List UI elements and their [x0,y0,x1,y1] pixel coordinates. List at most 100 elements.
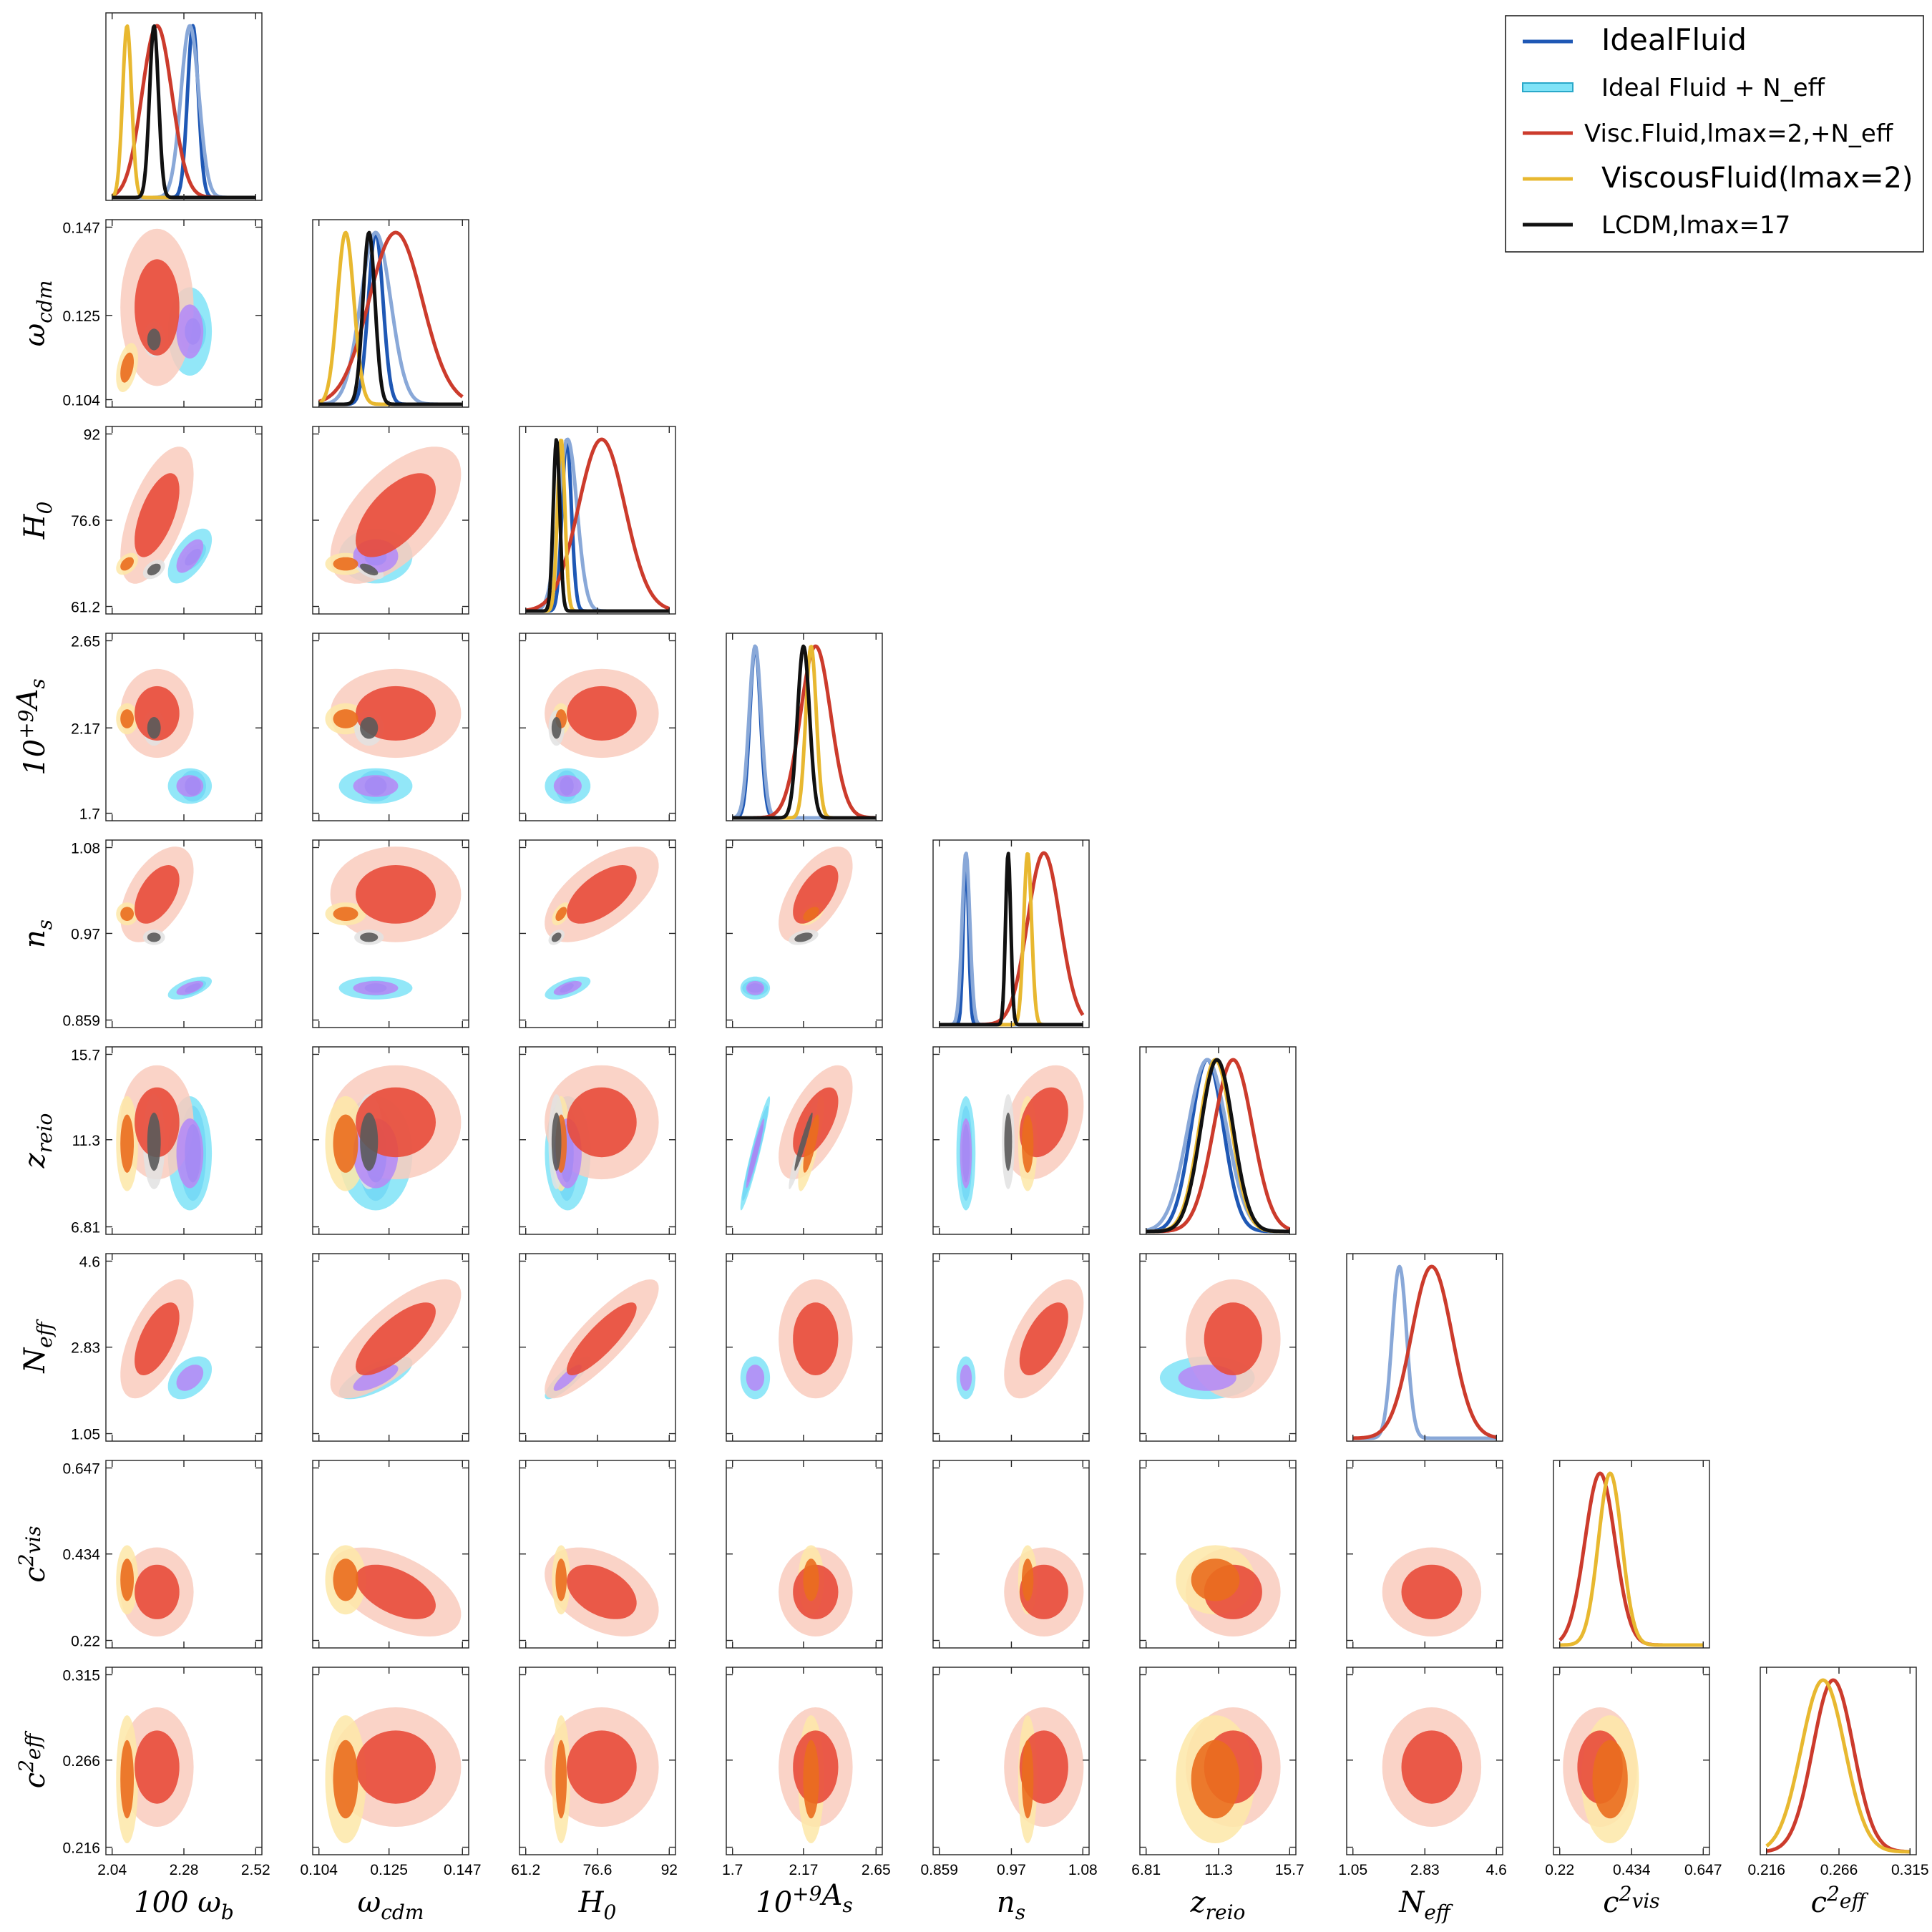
panel-c2_vis-vs-omega_cdm [325,1545,462,1636]
contour-inner-ViscFluid+Neff-As-N_eff [793,1302,839,1375]
y-tick-label-H0: 61.2 [71,600,100,616]
y-tick-label-c2_vis: 0.647 [62,1460,100,1477]
panel-N_eff-vs-omega_cdm [330,1279,462,1400]
contour-inner-ViscousFluid-As-c2_eff [803,1740,819,1819]
contour-inner-IdealFluid+Neff-omega_cdm-ns [353,981,399,995]
x-tick-label-c2_vis: 0.647 [1684,1862,1722,1878]
contour-inner-ViscFluid+Neff-N_eff-c2_vis [1401,1564,1463,1619]
contour-inner-ViscousFluid-omega_b-c2_vis [120,1558,134,1601]
panel-c2_eff-vs-c2_vis [1563,1707,1639,1843]
contour-inner-IdealFluid+Neff-omega_b-N_eff [176,1365,204,1391]
x-tick-label-N_eff: 4.6 [1486,1862,1507,1878]
contour-inner-ViscFluid+Neff-ns-N_eff [1019,1302,1068,1375]
contour-inner-IdealFluid+Neff-As-z_reio [746,1118,765,1189]
contour-inner-ViscousFluid-z_reio-c2_eff [1191,1740,1240,1819]
y-tick-label-ns: 0.97 [71,926,100,942]
y-axis-label-N_eff: Neff [19,1319,57,1374]
x-axis-label-omega_cdm-part: ω [358,1886,381,1919]
contour-inner-ViscFluid+Neff-H0-c2_eff [567,1730,637,1804]
contour-inner-LCDM-ns-z_reio [1004,1112,1013,1171]
panel-z_reio-vs-z_reio [1145,1058,1291,1234]
y-axis-label-As-part: A [11,689,44,713]
posterior-curve-ViscFluid+Neff-omega_cdm [318,230,464,404]
y-axis-label-c2_vis-part: c [19,1566,52,1582]
contour-inner-LCDM-omega_b-H0 [147,563,161,576]
contour-inner-ViscFluid+Neff-As-ns [793,865,839,924]
contour-inner-ViscousFluid-omega_b-omega_cdm [120,352,134,383]
panel-c2_eff-vs-H0 [545,1707,659,1843]
contour-inner-LCDM-omega_cdm-ns [360,932,379,942]
contour-inner-ViscousFluid-omega_b-H0 [120,557,134,571]
contour-inner-LCDM-As-ns [794,932,813,942]
contour-inner-ViscFluid+Neff-omega_b-c2_vis [135,1564,180,1619]
x-tick-label-c2_eff: 0.266 [1820,1862,1858,1878]
panel-frame-c2_eff-z_reio [1139,1667,1297,1855]
y-tick-label-N_eff: 4.6 [79,1254,100,1270]
panel-N_eff-vs-ns [956,1279,1084,1400]
panel-frame-c2_eff-As [726,1667,883,1855]
contour-inner-IdealFluid+Neff-omega_b-As [176,775,204,797]
contour-inner-ViscFluid+Neff-omega_cdm-c2_vis [356,1564,436,1619]
posterior-curve-LCDM-omega_cdm [318,230,464,406]
panel-c2_vis-vs-ns [1004,1545,1084,1636]
legend: IdealFluid Ideal Fluid + N_eff Visc.Fluid,… [1505,15,1924,253]
y-tick-label-omega_cdm: 0.147 [62,220,100,236]
panel-H0-vs-H0 [525,437,670,613]
x-axis-label-c2_vis: c2vis [1603,1882,1659,1919]
panel-omega_b-vs-omega_b [111,24,257,200]
legend-label-IdealFluid+Neff: Ideal Fluid + N_eff [1601,74,1826,102]
posterior-curve-LCDM-As [731,644,877,820]
x-tick-label-ns: 0.859 [920,1862,958,1878]
y-tick-label-c2_eff: 0.266 [62,1753,100,1770]
contour-inner-IdealFluid+Neff-H0-As [553,775,582,797]
contour-inner-ViscFluid+Neff-omega_cdm-c2_eff [356,1730,436,1804]
contour-inner-LCDM-As-z_reio [794,1112,813,1171]
panel-frame-c2_eff-c2_eff [1760,1667,1917,1855]
y-tick-label-c2_eff: 0.216 [62,1840,100,1857]
legend-label-ViscFluid+Neff: Visc.Fluid,lmax=2,+N_eff [1584,119,1894,148]
y-tick-label-N_eff: 2.83 [71,1340,100,1357]
contour-inner-ViscFluid+Neff-omega_b-ns [135,865,180,924]
y-axis-label-c2_eff-part: 2 [14,1760,38,1773]
contour-inner-IdealFluid+Neff-H0-ns [553,981,582,995]
panel-ns-vs-omega_cdm [325,847,462,1000]
x-axis-label-H0: H0 [578,1886,617,1924]
panel-ns-vs-ns [938,851,1085,1027]
contour-inner-IdealFluid+Neff-omega_b-z_reio [176,1118,204,1189]
contour-inner-IdealFluid+Neff-omega_cdm-N_eff [353,1365,399,1391]
y-axis-label-z_reio: zreio [19,1113,57,1169]
y-axis-label-z_reio-part: reio [33,1113,57,1153]
legend-swatch-IdealFluid+Neff [1522,82,1574,92]
y-tick-label-c2_vis: 0.22 [71,1634,100,1650]
panel-N_eff-vs-N_eff [1352,1264,1498,1440]
panel-omega_cdm-vs-omega_cdm [318,230,464,406]
x-tick-label-c2_eff: 0.216 [1747,1862,1785,1878]
x-tick-label-N_eff: 2.83 [1410,1862,1440,1878]
y-axis-label-ns-part: n [19,930,52,948]
y-axis-label-c2_eff-part: c [19,1772,52,1788]
contour-inner-ViscFluid+Neff-H0-As [567,686,637,741]
x-axis-label-H0-part: 0 [604,1901,617,1924]
x-tick-label-N_eff: 1.05 [1338,1862,1367,1878]
x-tick-label-H0: 61.2 [511,1862,540,1878]
y-tick-label-omega_cdm: 0.125 [62,308,100,325]
contour-inner-ViscFluid+Neff-omega_b-As [135,686,180,741]
x-tick-label-z_reio: 6.81 [1131,1862,1161,1878]
posterior-curve-LCDM-ns [938,852,1084,1027]
panel-c2_vis-vs-As [779,1545,853,1636]
legend-label-IdealFluid: IdealFluid [1601,22,1747,57]
contour-inner-IdealFluid+Neff-omega_b-omega_cdm [176,304,204,359]
contour-inner-ViscousFluid-omega_cdm-H0 [333,557,358,571]
y-tick-label-z_reio: 6.81 [71,1220,100,1236]
panel-omega_cdm-vs-omega_b [116,228,213,392]
x-axis-label-As-part: 10 [756,1886,792,1919]
y-axis-label-As-part: 10 [19,739,52,776]
contour-inner-LCDM-omega_cdm-H0 [360,563,379,576]
y-axis-label-As-part: +9 [14,710,38,739]
panel-z_reio-vs-ns [956,1065,1084,1211]
x-axis-label-As-part: s [842,1893,852,1917]
y-axis-label-N_eff-part: N [19,1347,52,1374]
y-axis-label-c2_eff: c2eff [14,1731,52,1789]
contour-inner-ViscousFluid-c2_vis-c2_eff [1592,1740,1628,1819]
